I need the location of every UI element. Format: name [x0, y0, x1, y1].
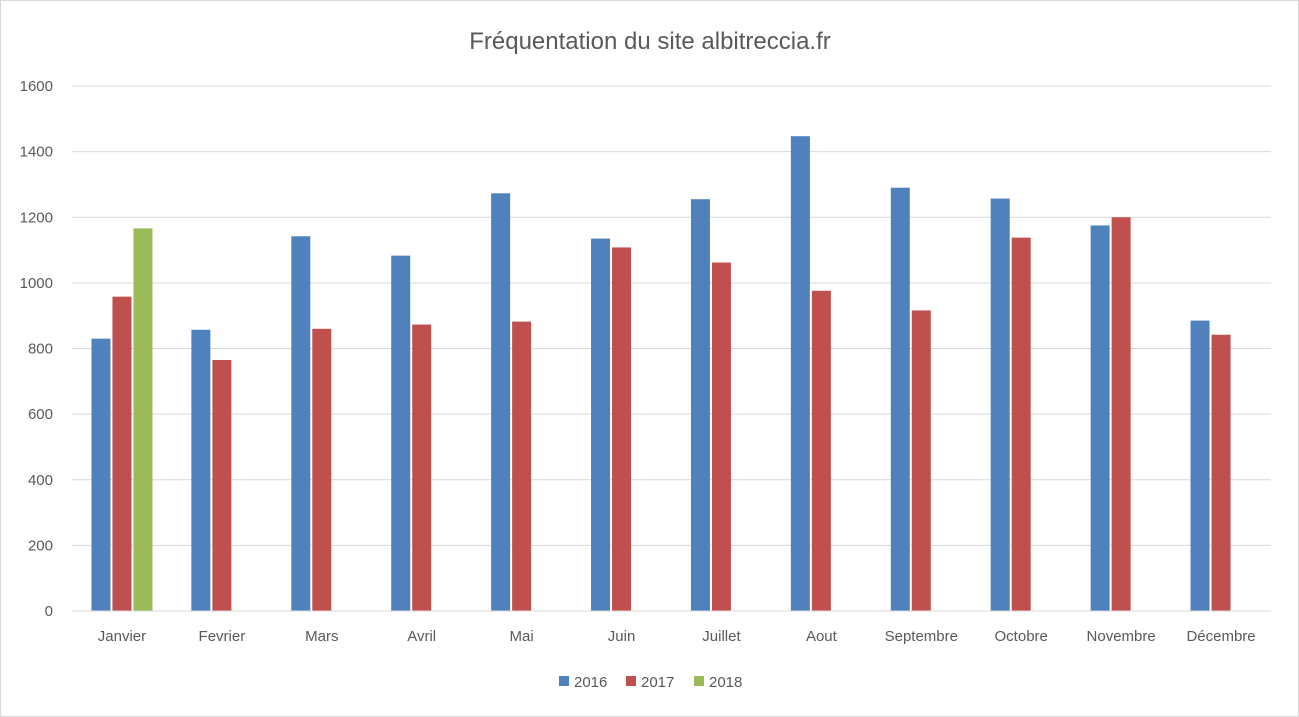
x-tick-label: Novembre: [1087, 628, 1156, 645]
legend-label-2016: 2016: [574, 674, 607, 691]
legend-label-2018: 2018: [709, 674, 742, 691]
y-axis: 0 200 400 600 800 1000 1200 1400 1600: [20, 78, 53, 620]
bar-2016-septembre: [890, 187, 910, 611]
x-tick-label: Avril: [407, 628, 436, 645]
bar-2017-fevrier: [212, 359, 232, 611]
y-tick-label: 1600: [20, 78, 53, 95]
x-tick-label: Mai: [510, 628, 534, 645]
bar-2017-décembre: [1211, 334, 1231, 611]
bars: [91, 136, 1231, 611]
x-tick-label: Septembre: [885, 628, 958, 645]
legend-swatch-2018: [694, 676, 704, 686]
chart-title: Fréquentation du site albitreccia.fr: [469, 28, 831, 55]
y-tick-label: 400: [28, 472, 53, 489]
bar-2017-octobre: [1011, 237, 1031, 611]
bar-2017-avril: [412, 324, 432, 611]
bar-2016-novembre: [1090, 225, 1110, 611]
bar-2016-fevrier: [191, 329, 211, 611]
bar-2017-juillet: [711, 262, 731, 611]
x-tick-label: Mars: [305, 628, 338, 645]
bar-2016-mars: [291, 236, 311, 611]
y-tick-label: 1200: [20, 209, 53, 226]
x-tick-label: Juin: [608, 628, 636, 645]
bar-2016-juillet: [690, 199, 710, 611]
y-tick-label: 200: [28, 537, 53, 554]
bar-2017-aout: [811, 290, 831, 611]
legend-swatch-2017: [626, 676, 636, 686]
legend-label-2017: 2017: [641, 674, 674, 691]
x-tick-label: Fevrier: [199, 628, 246, 645]
bar-2016-mai: [491, 193, 511, 611]
bar-2017-janvier: [112, 296, 132, 611]
legend: 2016 2017 2018: [559, 674, 742, 691]
legend-swatch-2016: [559, 676, 569, 686]
bar-2016-avril: [391, 255, 411, 611]
y-tick-label: 800: [28, 341, 53, 358]
bar-2016-octobre: [990, 198, 1010, 611]
y-tick-label: 1000: [20, 275, 53, 292]
x-tick-label: Octobre: [995, 628, 1048, 645]
y-tick-label: 1400: [20, 144, 53, 161]
bar-2017-mai: [512, 321, 532, 611]
bar-2017-mars: [312, 328, 332, 611]
bar-2016-juin: [591, 238, 611, 611]
x-tick-label: Janvier: [98, 628, 146, 645]
bar-2016-décembre: [1190, 320, 1210, 611]
bar-2017-novembre: [1111, 217, 1131, 611]
bar-2016-aout: [790, 136, 810, 611]
bar-2017-septembre: [911, 310, 931, 611]
y-tick-label: 600: [28, 406, 53, 423]
bar-2018-janvier: [133, 228, 153, 611]
x-tick-label: Décembre: [1186, 628, 1255, 645]
bar-2017-juin: [612, 247, 632, 611]
bar-2016-janvier: [91, 338, 111, 611]
x-axis: Janvier Fevrier Mars Avril Mai Juin Juillet Aou…: [72, 610, 1271, 645]
y-tick-label: 0: [45, 603, 53, 620]
x-tick-label: Juillet: [702, 628, 741, 645]
x-tick-label: Aout: [806, 628, 838, 645]
